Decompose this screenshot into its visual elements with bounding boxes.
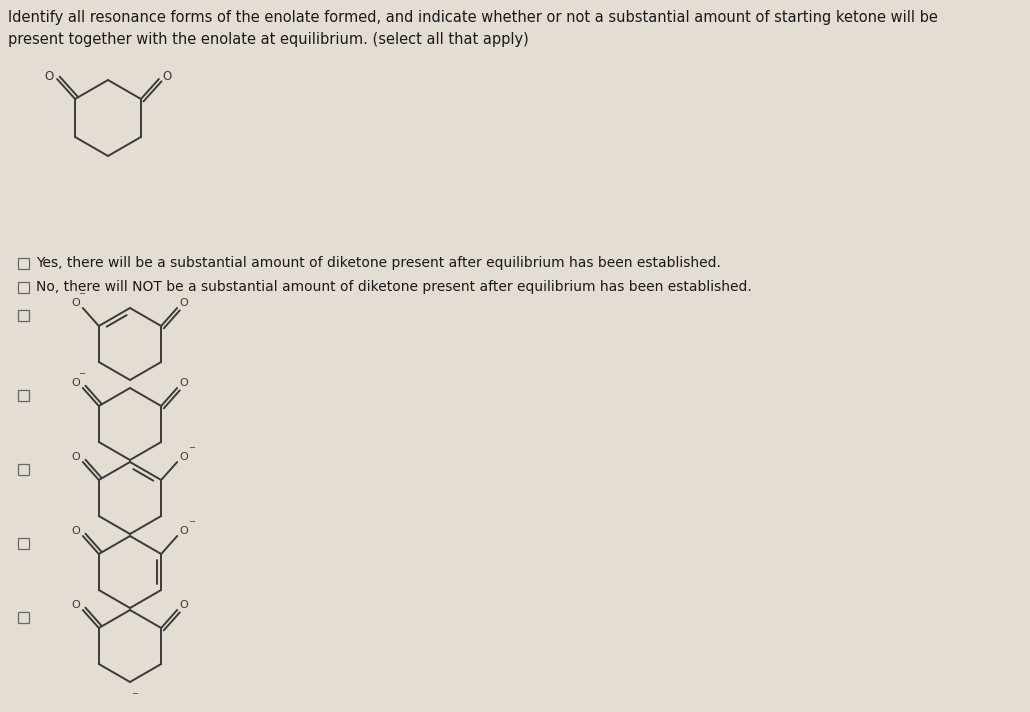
Bar: [18, 390, 29, 401]
Text: −: −: [78, 370, 85, 379]
Bar: [18, 538, 29, 549]
Text: −: −: [78, 290, 85, 298]
Bar: [18, 612, 29, 623]
Text: −: −: [187, 518, 195, 526]
Text: O: O: [44, 70, 54, 83]
Text: O: O: [71, 452, 80, 462]
Text: O: O: [71, 526, 80, 536]
Text: O: O: [71, 600, 80, 610]
Text: O: O: [180, 600, 188, 610]
Text: O: O: [180, 452, 188, 462]
Text: −: −: [187, 444, 195, 453]
Text: −: −: [132, 689, 138, 698]
Text: O: O: [180, 526, 188, 536]
Bar: [18, 282, 29, 293]
Text: No, there will NOT be a substantial amount of diketone present after equilibrium: No, there will NOT be a substantial amou…: [36, 281, 752, 295]
Bar: [18, 464, 29, 475]
Text: present together with the enolate at equilibrium. (select all that apply): present together with the enolate at equ…: [8, 32, 528, 47]
Text: O: O: [180, 378, 188, 388]
Text: Yes, there will be a substantial amount of diketone present after equilibrium ha: Yes, there will be a substantial amount …: [36, 256, 721, 271]
Text: Identify all resonance forms of the enolate formed, and indicate whether or not : Identify all resonance forms of the enol…: [8, 10, 938, 25]
Text: O: O: [71, 298, 80, 308]
Bar: [18, 258, 29, 269]
Text: O: O: [180, 298, 188, 308]
Text: O: O: [163, 70, 172, 83]
Bar: [18, 310, 29, 321]
Text: O: O: [71, 378, 80, 388]
